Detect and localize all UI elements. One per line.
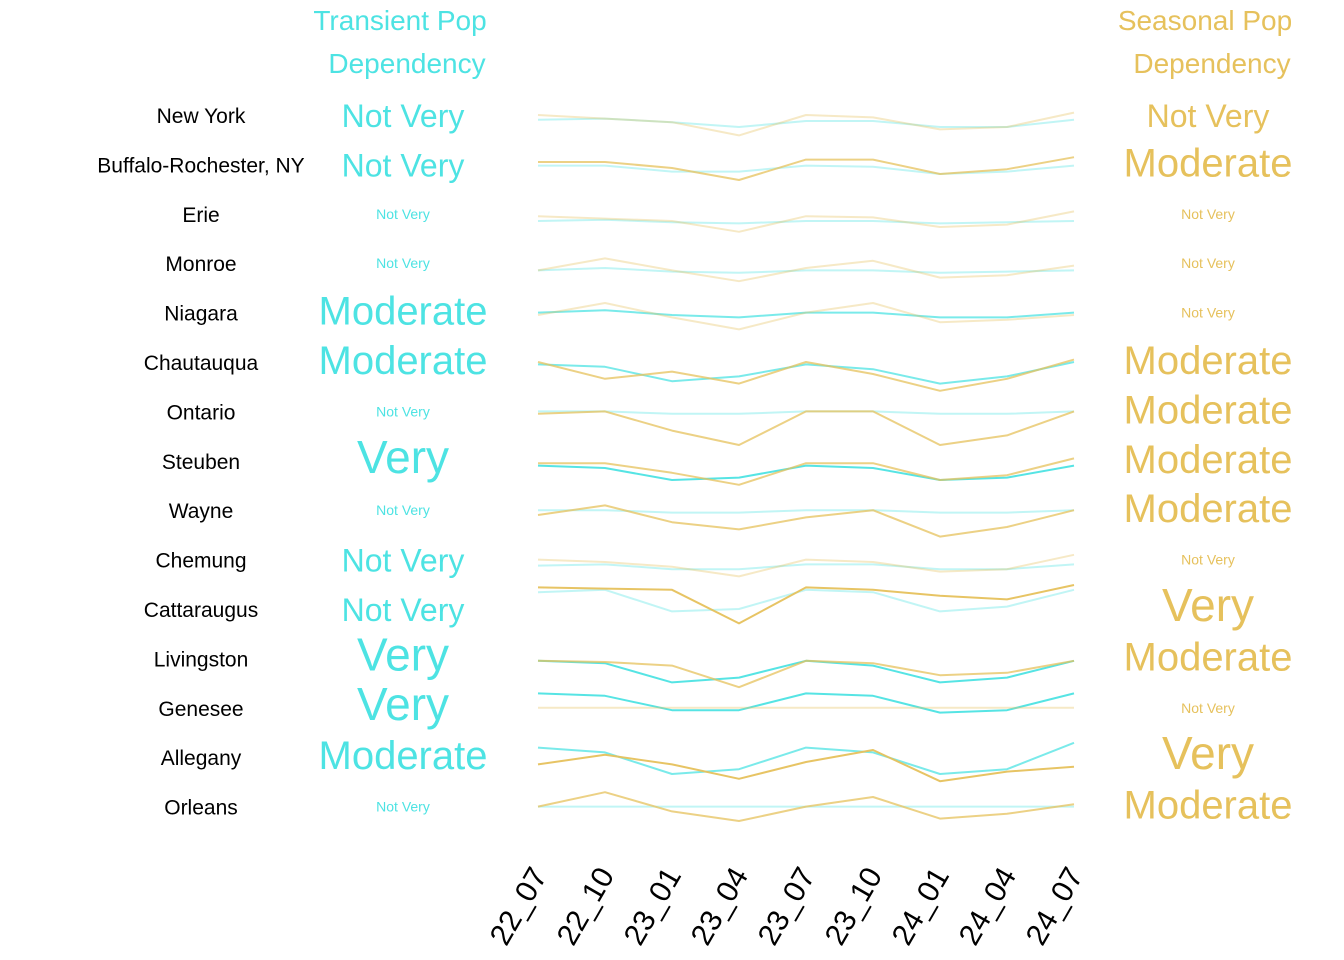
x-tick-label: 23_10	[819, 862, 889, 951]
transient-dependency-label: Not Very	[376, 799, 430, 815]
seasonal-dependency-label: Not Very	[1181, 552, 1235, 568]
region-label: Allegany	[161, 747, 242, 770]
seasonal-dependency-label: Not Very	[1147, 98, 1270, 134]
region-label: New York	[157, 105, 246, 128]
transient-dependency-label: Not Very	[376, 206, 430, 222]
transient-series-line	[537, 361, 1075, 385]
seasonal-series-line	[537, 257, 1075, 283]
seasonal-series-line	[537, 210, 1075, 233]
seasonal-series-line	[538, 156, 1075, 181]
transient-dependency-label: Very	[357, 628, 449, 680]
transient-dependency-label: Not Very	[342, 592, 465, 628]
transient-dependency-label: Not Very	[376, 502, 430, 518]
transient-series-line	[537, 218, 1075, 225]
seasonal-dependency-label: Moderate	[1124, 388, 1293, 432]
region-label: Livingston	[154, 648, 249, 671]
transient-series-line	[537, 588, 1075, 613]
seasonal-series-line	[537, 410, 1075, 446]
transient-dependency-label: Moderate	[319, 339, 488, 383]
transient-series-line	[538, 164, 1075, 175]
transient-header-line2: Dependency	[328, 48, 485, 79]
transient-dependency-label: Moderate	[319, 290, 488, 334]
transient-dependency-label: Not Very	[342, 98, 465, 134]
transient-series-line	[537, 309, 1075, 319]
region-label: Cattaraugus	[144, 599, 258, 622]
region-label: Wayne	[169, 500, 234, 523]
seasonal-series-line	[537, 111, 1075, 137]
region-label: Steuben	[162, 451, 240, 474]
seasonal-dependency-label: Moderate	[1124, 635, 1293, 679]
transient-dependency-label: Moderate	[319, 734, 488, 778]
seasonal-dependency-label: Moderate	[1124, 438, 1293, 482]
seasonal-series-line	[537, 659, 1075, 689]
seasonal-series-line	[537, 584, 1075, 625]
transient-series-line	[538, 509, 1075, 514]
transient-dependency-label: Very	[357, 431, 449, 483]
transient-series-line	[537, 659, 1075, 684]
transient-dependency-label: Not Very	[376, 255, 430, 271]
seasonal-header-line2: Dependency	[1133, 48, 1290, 79]
seasonal-dependency-label: Not Very	[1181, 206, 1235, 222]
seasonal-series-line	[537, 302, 1075, 331]
seasonal-series-line	[537, 504, 1075, 538]
transient-series-line	[537, 741, 1075, 775]
seasonal-series-line	[537, 749, 1075, 783]
region-label: Monroe	[165, 253, 236, 276]
transient-series-line	[537, 267, 1075, 274]
region-label: Erie	[182, 204, 219, 227]
seasonal-dependency-label: Moderate	[1124, 784, 1293, 828]
seasonal-dependency-label: Not Very	[1181, 700, 1235, 716]
region-label: Genesee	[158, 698, 243, 721]
seasonal-series-line	[537, 358, 1075, 392]
region-label: Chautauqua	[144, 352, 259, 375]
x-tick-label: 22_10	[551, 862, 621, 951]
region-label: Orleans	[164, 797, 238, 820]
region-label: Niagara	[164, 303, 238, 326]
x-tick-label: 23_04	[685, 862, 755, 951]
seasonal-dependency-label: Not Very	[1181, 255, 1235, 271]
seasonal-series-line	[537, 553, 1075, 578]
seasonal-dependency-label: Not Very	[1181, 305, 1235, 321]
x-tick-label: 22_07	[484, 862, 554, 951]
seasonal-series-line	[537, 791, 1075, 822]
seasonal-dependency-label: Moderate	[1124, 339, 1293, 383]
seasonal-series-line	[538, 457, 1075, 486]
seasonal-dependency-label: Very	[1162, 579, 1254, 631]
seasonal-dependency-label: Moderate	[1124, 487, 1293, 531]
transient-series-line	[537, 464, 1075, 481]
transient-dependency-label: Not Very	[342, 147, 465, 183]
transient-series-line	[537, 692, 1075, 714]
seasonal-dependency-label: Moderate	[1124, 141, 1293, 185]
x-tick-label: 23_01	[618, 862, 688, 951]
transient-dependency-label: Not Very	[342, 543, 465, 579]
region-label: Chemung	[155, 550, 246, 573]
seasonal-header-line1: Seasonal Pop	[1118, 5, 1292, 36]
seasonal-dependency-label: Very	[1162, 727, 1254, 779]
x-tick-label: 24_04	[953, 862, 1023, 951]
transient-dependency-label: Not Very	[376, 403, 430, 419]
x-tick-label: 23_07	[752, 862, 822, 951]
transient-dependency-label: Very	[357, 678, 449, 730]
x-tick-label: 24_01	[886, 862, 956, 951]
region-label: Buffalo-Rochester, NY	[97, 154, 304, 177]
x-tick-label: 24_07	[1020, 862, 1090, 951]
transient-series-line	[537, 563, 1075, 571]
region-label: Ontario	[167, 401, 236, 424]
transient-series-line	[537, 117, 1075, 128]
transient-header-line1: Transient Pop	[313, 5, 486, 36]
